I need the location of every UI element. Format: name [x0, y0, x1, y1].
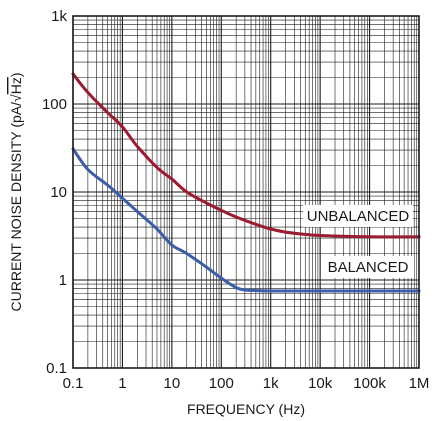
y-axis-label-root-sign: √ — [8, 94, 24, 102]
x-tick-label: 1 — [118, 375, 126, 392]
y-tick-label: 1 — [59, 272, 67, 289]
series-labels: UNBALANCED BALANCED — [303, 205, 414, 278]
x-tick-label: 10k — [308, 375, 333, 392]
series-label-background — [303, 205, 413, 227]
series-label-background — [322, 256, 414, 278]
y-axis-label-suffix: ) — [8, 72, 24, 77]
series-label-balanced: BALANCED — [328, 259, 409, 276]
series-label-unbalanced: UNBALANCED — [307, 208, 410, 225]
y-tick-label: 100 — [42, 96, 67, 113]
chart-grid — [72, 16, 419, 369]
series-line-unbalanced — [71, 72, 421, 239]
x-tick-label: 1k — [263, 375, 279, 392]
x-tick-label: 0.1 — [63, 375, 84, 392]
x-axis-label: FREQUENCY (Hz) — [187, 401, 305, 417]
x-tick-label: 10 — [164, 375, 181, 392]
plot-frame — [72, 15, 420, 369]
x-tick-label: 100k — [353, 375, 386, 392]
y-tick-label: 1k — [51, 8, 67, 25]
y-tick-label: 10 — [50, 184, 67, 201]
series-line-balanced — [71, 147, 421, 293]
x-tick-label: 100 — [209, 375, 234, 392]
tick-labels: 0.1 1 10 100 1k 10k 100k 1M 0.1 1 10 100 1k — [42, 8, 429, 392]
y-axis-label-prefix: CURRENT NOISE DENSITY (pA/ — [8, 102, 24, 312]
y-axis-label: CURRENT NOISE DENSITY (pA/√Hz) — [8, 72, 24, 311]
series-layer — [71, 72, 421, 293]
y-axis-label-radicand: Hz — [8, 77, 24, 94]
x-tick-label: 1M — [409, 375, 430, 392]
y-tick-label: 0.1 — [46, 360, 67, 377]
